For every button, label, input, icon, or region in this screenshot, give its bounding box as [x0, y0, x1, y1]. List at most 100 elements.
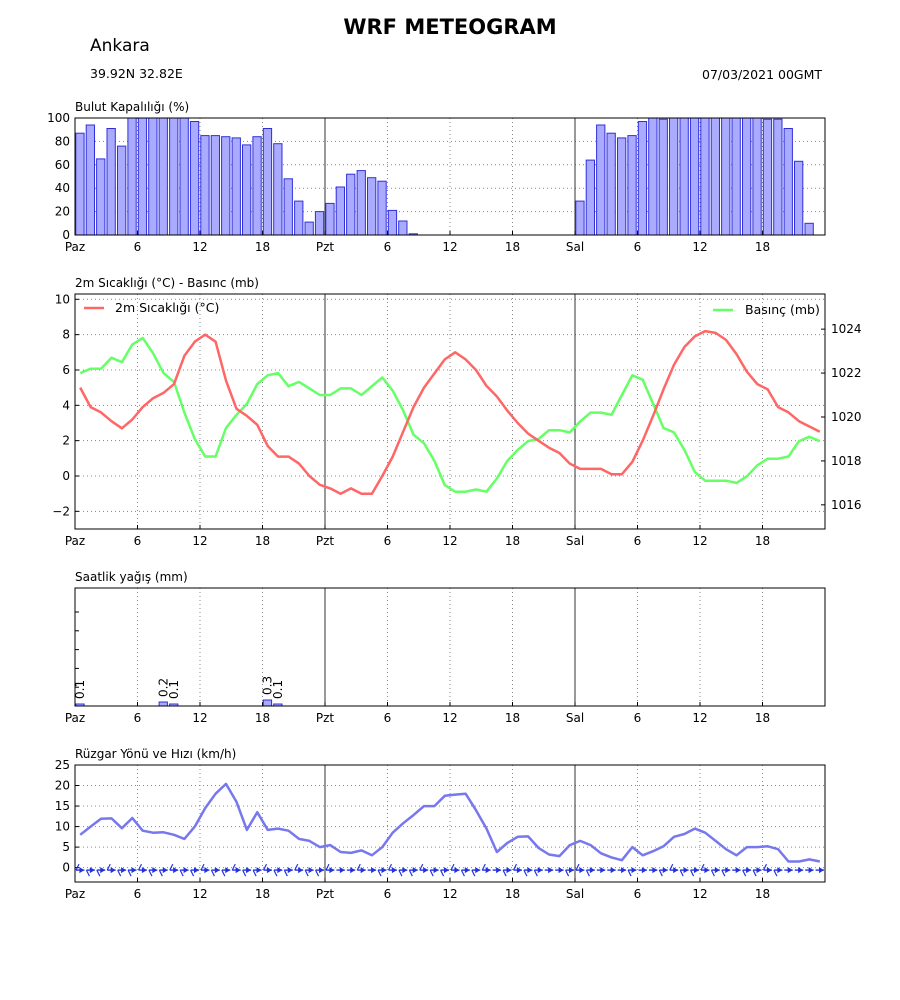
cloud-bar: [742, 117, 752, 236]
wind-barb-head: [371, 867, 377, 874]
wind-barb-head: [121, 867, 127, 874]
wind-barb: [179, 867, 189, 877]
pressure-y-tick-label: 1024: [831, 322, 862, 336]
precip-x-tick-label: 12: [442, 711, 457, 725]
wind-barb: [533, 867, 543, 877]
wind-barb: [356, 863, 366, 874]
cloud-bar: [283, 178, 293, 236]
precip-bar: [158, 701, 168, 707]
cloud-x-tick-label: 6: [634, 240, 642, 254]
temp-y-tick-label: 6: [62, 363, 70, 377]
cloud-bar: [179, 117, 189, 236]
wind-barb-flag: [627, 869, 632, 877]
temp-frame: [74, 293, 826, 530]
precip-x-tick-label: 18: [755, 711, 770, 725]
cloud-frame: [74, 117, 826, 236]
wind-barb: [648, 867, 658, 874]
cloud-bar: [346, 173, 356, 236]
wind-barb: [75, 863, 85, 874]
temp-x-tick-label: 6: [634, 534, 642, 548]
cloud-y-tick-label: 100: [47, 111, 70, 125]
cloud-bar: [106, 128, 116, 236]
cloud-bar: [117, 145, 127, 236]
wind-barb: [190, 867, 199, 877]
wind-barb-flag: [179, 869, 184, 877]
wind-barb-flag: [377, 869, 382, 877]
precip-x-tick-label: 12: [192, 711, 207, 725]
cloud-bar: [700, 117, 710, 236]
wind-barb-flag: [523, 869, 528, 877]
wind-barb: [325, 863, 335, 874]
chart-title: WRF METEOGRAM: [343, 15, 557, 39]
wind-barb: [315, 867, 324, 877]
wind-barb: [231, 863, 241, 874]
wind-barb-head: [183, 867, 189, 874]
wind-barb-flag: [127, 869, 132, 877]
cloud-bar: [304, 221, 314, 236]
wind-barb-head: [454, 867, 460, 874]
wind-barb-head: [402, 867, 408, 874]
wind-barb-head: [579, 867, 585, 874]
cloud-x-tick-label: Sal: [566, 240, 584, 254]
wind-barb-flag: [387, 863, 393, 871]
wind-barb-head: [100, 867, 106, 874]
wind-barb-flag: [137, 863, 143, 871]
temp-x-tick-label: 12: [442, 534, 457, 548]
cloud-bar: [794, 160, 804, 236]
wind-barb: [732, 867, 741, 874]
wind-barb-head: [412, 867, 418, 874]
cloud-bar: [96, 158, 106, 236]
wind-barb: [617, 867, 627, 874]
wind-barb-head: [652, 867, 658, 874]
wind-barb: [658, 867, 668, 877]
wind-barb: [408, 867, 418, 877]
wind-barb: [96, 867, 106, 877]
wind-barb-head: [610, 867, 616, 874]
wind-barb-head: [787, 867, 793, 874]
wind-barb: [169, 863, 179, 874]
wind-barb: [794, 867, 804, 874]
wind-barb-flag: [158, 869, 163, 877]
wind-barb-flag: [117, 869, 122, 877]
wind-barb: [294, 863, 304, 874]
wind-y-tick-label: 15: [55, 799, 70, 813]
wind-barb: [137, 863, 147, 874]
wind-barb-flag: [471, 869, 476, 877]
cloud-bar: [127, 117, 137, 236]
wind-barb-flag: [575, 863, 580, 871]
wind-barb: [721, 867, 731, 877]
wind-barb-flag: [85, 869, 90, 877]
wind-x-tick-label: 6: [384, 887, 392, 901]
wind-barb-head: [527, 867, 533, 874]
temp-x-tick-label: 12: [192, 534, 207, 548]
wind-barb-flag: [679, 869, 684, 877]
wind-barb-head: [152, 867, 158, 874]
cloud-bar: [721, 117, 731, 236]
wind-barb: [367, 867, 377, 874]
wind-barb-head: [360, 867, 366, 874]
wind-barb-flag: [398, 869, 403, 877]
wind-barb-head: [131, 867, 137, 874]
cloud-bar: [637, 121, 648, 236]
cloud-bar: [617, 137, 627, 236]
wind-barb-flag: [252, 869, 257, 877]
cloud-bar: [200, 135, 210, 236]
wind-barb: [773, 867, 783, 877]
wind-y-tick-label: 0: [62, 861, 70, 875]
wind-barb: [638, 867, 647, 874]
cloud-x-tick-label: 6: [134, 240, 142, 254]
wind-x-tick-label: Pzt: [316, 887, 335, 901]
pressure-line: [79, 336, 821, 493]
wind-barb-head: [266, 867, 272, 874]
temp-x-tick-label: Sal: [566, 534, 584, 548]
wind-panel-title: Rüzgar Yönü ve Hızı (km/h): [75, 747, 237, 761]
wind-barb-head: [558, 867, 564, 874]
wind-barb-flag: [721, 869, 726, 877]
wind-barb-flag: [502, 869, 507, 877]
wind-barb: [398, 867, 408, 877]
wind-barb-flag: [742, 869, 747, 877]
wind-barb: [669, 863, 679, 874]
precip-bar-label: 0.2: [157, 678, 171, 697]
cloud-bar: [75, 132, 85, 236]
cloud-bar: [752, 117, 762, 236]
